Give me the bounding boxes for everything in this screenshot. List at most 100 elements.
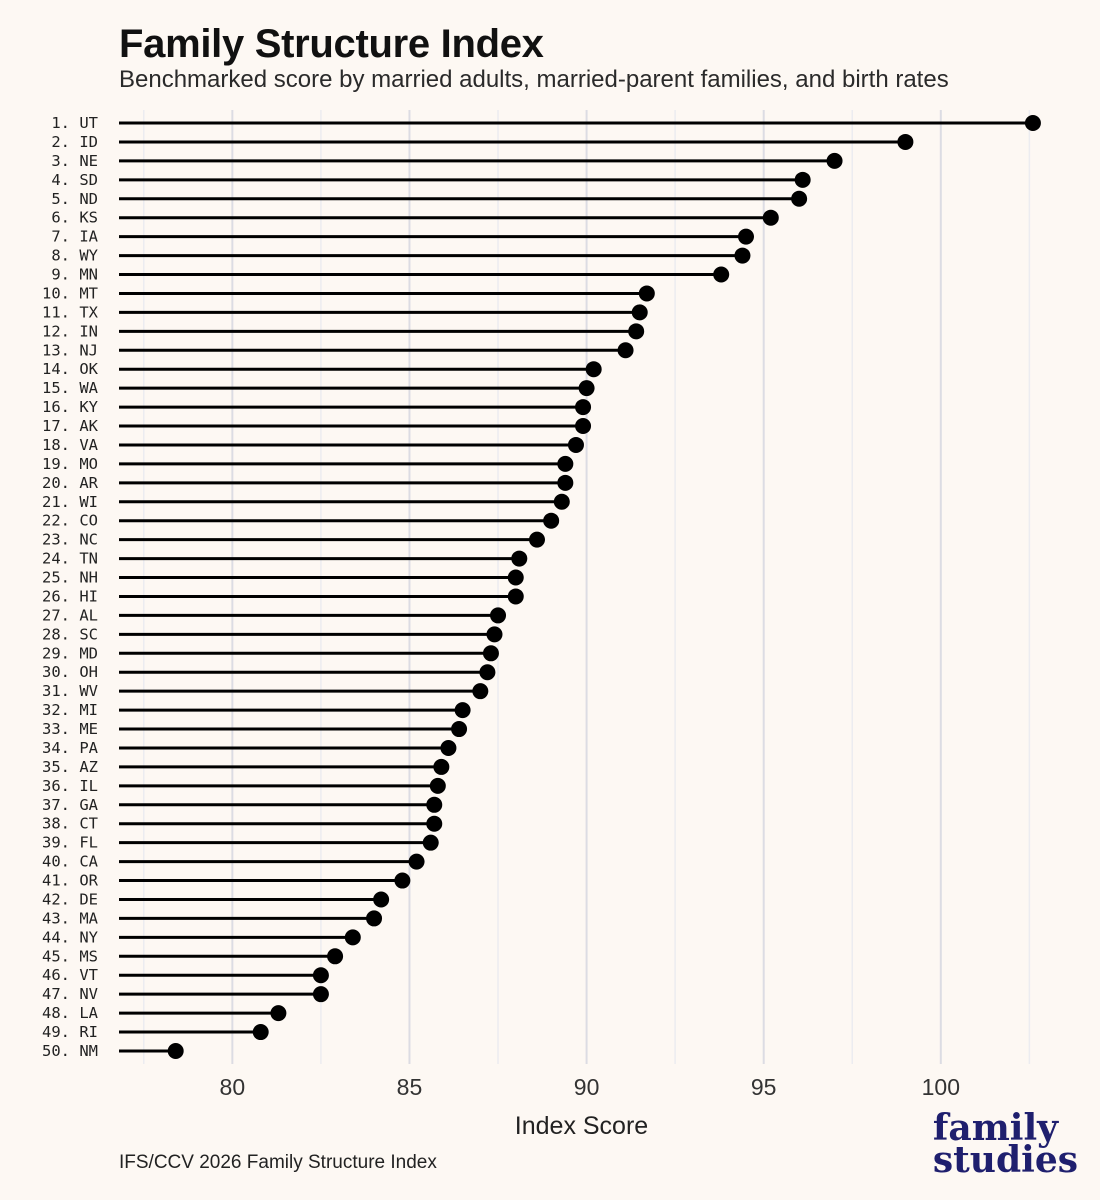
lollipop-dot-ct (426, 815, 443, 832)
source-note: IFS/CCV 2026 Family Structure Index (119, 1152, 437, 1173)
y-category-label-wv: 31. WV (42, 682, 98, 700)
y-category-label-mi: 32. MI (42, 701, 98, 719)
y-category-label-ia: 7. IA (51, 228, 98, 246)
lollipop-dot-az (433, 758, 450, 775)
lollipop-dot-nd (791, 190, 808, 207)
lollipop-dot-wi (553, 493, 570, 510)
y-category-label-fl: 39. FL (42, 834, 98, 852)
y-category-label-az: 35. AZ (42, 758, 98, 776)
y-category-label-ma: 43. MA (42, 909, 99, 927)
lollipop-dot-la (270, 1005, 287, 1022)
y-category-label-ms: 45. MS (42, 947, 98, 965)
y-category-label-co: 22. CO (42, 512, 98, 530)
y-category-label-ak: 17. AK (42, 417, 99, 435)
logo-line-2: studies (932, 1139, 1078, 1181)
y-category-label-mn: 9. MN (51, 266, 98, 284)
lollipop-dot-ma (366, 910, 383, 927)
y-category-label-la: 48. LA (42, 1004, 99, 1022)
y-category-label-tn: 24. TN (42, 550, 98, 568)
lollipop-dot-ky (575, 399, 592, 416)
y-category-label-wy: 8. WY (51, 247, 98, 265)
lollipop-dot-ms (327, 948, 344, 965)
lollipop-dot-tn (511, 550, 528, 567)
lollipop-dot-hi (507, 588, 524, 605)
family-studies-logo: family studies (932, 1107, 1078, 1181)
lollipop-dot-nj (617, 342, 634, 359)
lollipop-dot-nv (312, 986, 329, 1003)
chart-subtitle: Benchmarked score by married adults, mar… (119, 66, 949, 93)
y-category-label-sd: 4. SD (51, 171, 98, 189)
lollipop-dot-mi (454, 702, 471, 719)
y-category-label-il: 36. IL (42, 777, 98, 795)
lollipop-dot-fl (422, 834, 439, 851)
y-category-label-nj: 13. NJ (42, 341, 98, 359)
y-category-label-ar: 20. AR (42, 474, 99, 492)
lollipop-dot-nc (528, 531, 545, 548)
lollipop-dot-co (543, 512, 560, 529)
lollipop-dot-id (897, 133, 914, 150)
y-category-label-ny: 44. NY (42, 928, 99, 946)
lollipop-dot-or (394, 872, 411, 889)
lollipop-dot-wv (472, 683, 489, 700)
y-category-label-pa: 34. PA (42, 739, 99, 757)
y-category-label-al: 27. AL (42, 606, 98, 624)
lollipop-dot-mn (713, 266, 730, 283)
lollipop-dot-ne (826, 152, 843, 169)
x-tick-label-80: 80 (220, 1074, 246, 1100)
lollipop-dot-nm (167, 1043, 184, 1059)
lollipop-dot-ny (344, 929, 361, 946)
lollipop-dot-va (567, 436, 584, 453)
lollipop-dot-nh (507, 569, 524, 586)
lollipop-dot-il (429, 777, 446, 794)
lollipop-dot-pa (440, 739, 457, 756)
y-category-label-ks: 6. KS (51, 209, 98, 227)
lollipop-dot-wa (578, 380, 595, 397)
lollipop-dot-sc (486, 626, 503, 643)
lollipop-dot-de (373, 891, 390, 908)
y-category-label-mo: 19. MO (42, 455, 98, 473)
y-category-label-or: 41. OR (42, 872, 99, 890)
y-category-label-wi: 21. WI (42, 493, 98, 511)
lollipop-dot-ar (557, 474, 574, 491)
y-category-label-nv: 47. NV (42, 985, 98, 1003)
x-tick-label-100: 100 (922, 1074, 960, 1100)
x-tick-label-85: 85 (397, 1074, 423, 1100)
lollipop-dot-ok (585, 361, 602, 378)
y-category-label-de: 42. DE (42, 890, 98, 908)
y-category-label-ct: 38. CT (42, 815, 98, 833)
lollipop-dot-mt (638, 285, 655, 302)
y-category-label-me: 33. ME (42, 720, 98, 738)
lollipop-dot-mo (557, 455, 574, 472)
lollipop-dot-ut (1024, 115, 1041, 131)
lollipop-dot-al (490, 607, 507, 624)
lollipop-dot-ri (252, 1024, 269, 1041)
y-category-label-ok: 14. OK (42, 360, 99, 378)
lollipop-dot-ks (762, 209, 779, 226)
lollipop-dot-ga (426, 796, 443, 813)
y-category-label-oh: 30. OH (42, 663, 98, 681)
y-category-label-hi: 26. HI (42, 587, 98, 605)
lollipop-dot-sd (794, 171, 811, 188)
x-tick-label-90: 90 (574, 1074, 600, 1100)
lollipop-dot-in (628, 323, 645, 340)
x-axis-label: Index Score (515, 1112, 648, 1140)
y-category-label-md: 29. MD (42, 644, 98, 662)
x-tick-label-95: 95 (751, 1074, 777, 1100)
y-category-label-ri: 49. RI (42, 1023, 98, 1041)
lollipop-dot-ca (408, 853, 425, 870)
y-category-label-wa: 15. WA (42, 379, 99, 397)
chart-title: Family Structure Index (119, 22, 544, 66)
y-category-label-nm: 50. NM (42, 1042, 98, 1060)
y-category-label-ky: 16. KY (42, 398, 99, 416)
y-category-label-nc: 23. NC (42, 531, 98, 549)
y-category-label-tx: 11. TX (42, 303, 99, 321)
lollipop-dot-md (482, 645, 499, 662)
lollipop-dot-me (451, 721, 468, 738)
y-category-label-va: 18. VA (42, 436, 99, 454)
logo-line-1: family (932, 1107, 1059, 1149)
y-category-label-nd: 5. ND (51, 190, 98, 208)
lollipop-dot-ia (737, 228, 754, 245)
y-category-label-ca: 40. CA (42, 853, 99, 871)
lollipop-dot-ak (575, 418, 592, 435)
